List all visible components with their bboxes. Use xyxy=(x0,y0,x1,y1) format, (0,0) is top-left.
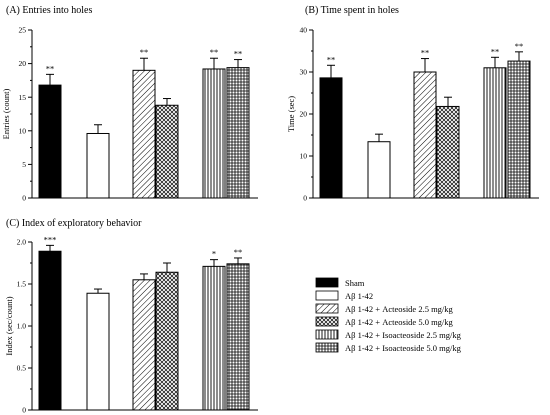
significance-label: ** xyxy=(421,48,430,58)
legend-swatch-isoacteoside-5-0 xyxy=(315,342,339,353)
significance-label: ** xyxy=(327,54,336,64)
significance-label: ** xyxy=(234,247,243,257)
chart-panel-2: (B) Time spent in holes Time (sec) 0 10 20 30… xyxy=(286,5,539,203)
legend: Sham Aβ 1-42 Aβ 1-42 + Acteoside 2.5 mg/… xyxy=(315,277,462,353)
y-tick-label: 5 xyxy=(22,160,26,169)
y-axis-label: Entries (count) xyxy=(1,88,11,139)
bar xyxy=(226,263,250,411)
y-tick-label: 20 xyxy=(300,110,308,119)
bar xyxy=(132,279,156,411)
bar xyxy=(507,60,531,199)
legend-item-sham: Sham xyxy=(315,277,365,288)
y-tick-label: 10 xyxy=(19,126,27,135)
legend-label-abeta: Aβ 1-42 xyxy=(345,291,373,301)
significance-label: ** xyxy=(210,47,219,57)
y-tick-label: 25 xyxy=(19,26,27,35)
legend-item-isoacteoside-2-5: Aβ 1-42 + Isoacteoside 2.5 mg/kg xyxy=(315,329,462,340)
bar xyxy=(155,271,179,411)
legend-item-isoacteoside-5-0: Aβ 1-42 + Isoacteoside 5.0 mg/kg xyxy=(315,342,462,353)
bar xyxy=(367,141,391,199)
bar xyxy=(38,250,62,411)
y-tick-label: 0 xyxy=(303,194,307,203)
chart-title: (B) Time spent in holes xyxy=(305,5,399,16)
chart-panels: (A) Entries into holes Entries (count) 0 5 1… xyxy=(1,5,539,415)
y-tick-label: 30 xyxy=(300,68,308,77)
legend-item-acteoside-5-0: Aβ 1-42 + Acteoside 5.0 mg/kg xyxy=(315,316,454,327)
legend-label-sham: Sham xyxy=(345,278,365,288)
y-axis-label: Time (sec) xyxy=(286,96,296,132)
y-tick-label: 0.5 xyxy=(17,364,27,373)
chart-panel-3: (C) Index of exploratory behavior Index (… xyxy=(4,218,258,415)
bar xyxy=(155,104,179,199)
y-tick-label: 2.0 xyxy=(17,238,27,247)
legend-label-acteoside-2-5: Aβ 1-42 + Acteoside 2.5 mg/kg xyxy=(345,304,454,314)
legend-swatch-abeta xyxy=(315,290,339,301)
y-axis-label: Index (sec/count) xyxy=(4,296,14,355)
y-tick-label: 1.5 xyxy=(17,280,27,289)
y-tick-label: 0 xyxy=(22,194,26,203)
significance-label: ** xyxy=(46,63,55,73)
bar xyxy=(226,67,250,199)
significance-label: * xyxy=(212,249,216,259)
y-tick-label: 10 xyxy=(300,152,308,161)
y-tick-label: 1.0 xyxy=(17,322,27,331)
significance-label: *** xyxy=(44,234,57,244)
legend-label-isoacteoside-2-5: Aβ 1-42 + Isoacteoside 2.5 mg/kg xyxy=(345,330,462,340)
legend-swatch-isoacteoside-2-5 xyxy=(315,329,339,340)
bar xyxy=(413,71,437,199)
bar xyxy=(436,105,460,199)
significance-label: ** xyxy=(140,47,149,57)
bar xyxy=(38,84,62,199)
bar xyxy=(202,265,226,411)
bar xyxy=(483,67,507,199)
significance-label: ** xyxy=(515,41,524,51)
y-tick-label: 15 xyxy=(19,93,27,102)
chart-title: (C) Index of exploratory behavior xyxy=(6,218,142,229)
bar xyxy=(86,292,110,411)
bar xyxy=(319,77,343,199)
legend-item-abeta: Aβ 1-42 xyxy=(315,290,373,301)
bar xyxy=(202,68,226,199)
y-tick-label: 20 xyxy=(19,59,27,68)
legend-label-acteoside-5-0: Aβ 1-42 + Acteoside 5.0 mg/kg xyxy=(345,317,454,327)
y-tick-label: 40 xyxy=(300,26,308,35)
legend-swatch-sham xyxy=(315,277,339,288)
bar xyxy=(86,132,110,199)
chart-title: (A) Entries into holes xyxy=(6,5,92,16)
legend-label-isoacteoside-5-0: Aβ 1-42 + Isoacteoside 5.0 mg/kg xyxy=(345,343,462,353)
bar xyxy=(132,69,156,199)
significance-label: ** xyxy=(491,46,500,56)
legend-swatch-acteoside-2-5 xyxy=(315,303,339,314)
legend-swatch-acteoside-5-0 xyxy=(315,316,339,327)
legend-item-acteoside-2-5: Aβ 1-42 + Acteoside 2.5 mg/kg xyxy=(315,303,454,314)
significance-label: ** xyxy=(234,49,243,59)
chart-panel-1: (A) Entries into holes Entries (count) 0 5 1… xyxy=(1,5,258,203)
y-tick-label: 0 xyxy=(22,406,26,415)
